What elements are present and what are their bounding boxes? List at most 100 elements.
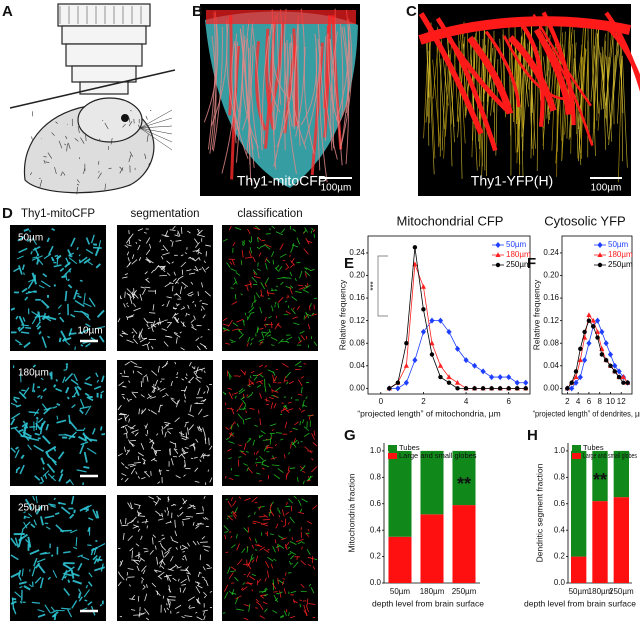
classified-segment	[226, 517, 229, 520]
cfp-signal	[94, 247, 100, 257]
fur-stroke	[68, 142, 71, 150]
classified-segment	[229, 225, 232, 231]
segment	[159, 239, 162, 243]
classified-segment	[250, 337, 254, 341]
data-point	[612, 362, 618, 369]
segment	[154, 569, 158, 573]
cfp-signal	[79, 409, 84, 415]
segment	[196, 228, 200, 232]
significance-mark: ***	[369, 281, 378, 290]
cfp-signal	[83, 293, 86, 305]
segment	[131, 550, 133, 559]
cfp-signal	[83, 451, 88, 463]
classified-segment	[222, 238, 228, 242]
y-tick-label: 0.20	[543, 271, 559, 280]
classified-segment	[278, 535, 285, 540]
segment	[187, 230, 191, 234]
classified-segment	[309, 414, 314, 417]
segment	[140, 408, 147, 415]
micrograph-tile	[10, 360, 106, 486]
cfp-signal	[40, 395, 43, 400]
segment	[133, 338, 138, 345]
classified-segment	[246, 571, 251, 578]
cfp-signal	[10, 426, 18, 430]
segment	[117, 404, 122, 411]
classified-segment	[275, 545, 281, 548]
segment	[133, 307, 141, 312]
classified-segment	[291, 296, 298, 301]
cfp-signal	[77, 554, 84, 558]
segment	[169, 520, 172, 523]
segment	[207, 328, 210, 331]
segment	[184, 446, 189, 449]
segment	[181, 435, 190, 439]
cfp-signal	[23, 341, 31, 349]
segment	[203, 578, 207, 582]
vessel	[327, 33, 340, 125]
segment	[203, 346, 208, 350]
classified-segment	[272, 390, 279, 393]
segment	[204, 290, 211, 297]
segment	[145, 617, 150, 621]
segment	[143, 232, 147, 234]
segment	[209, 445, 213, 451]
legend-marker	[597, 242, 603, 248]
classified-segment	[267, 549, 270, 551]
classified-segment	[293, 561, 299, 568]
classified-segment	[274, 301, 277, 305]
classified-segment	[268, 328, 271, 334]
segment	[130, 609, 136, 611]
classified-segment	[257, 578, 262, 583]
segment	[203, 591, 208, 597]
vessel	[231, 41, 249, 159]
segment	[187, 574, 190, 582]
classified-segment	[231, 259, 235, 266]
fur-stroke	[62, 172, 66, 176]
classified-segment	[246, 312, 252, 321]
classified-segment	[230, 287, 234, 289]
classified-segment	[235, 533, 238, 539]
classified-segment	[255, 225, 260, 230]
segment	[175, 337, 178, 344]
segment	[139, 293, 143, 301]
cfp-signal	[69, 478, 74, 486]
fur-stroke	[119, 167, 124, 174]
segment	[209, 477, 213, 483]
segment	[125, 518, 127, 524]
y-tick-label: 0.0	[554, 578, 566, 587]
classified-segment	[251, 573, 256, 577]
cfp-signal	[79, 279, 83, 282]
data-point	[403, 379, 409, 386]
segment	[154, 499, 160, 506]
segment	[144, 608, 150, 615]
y-tick-label: 0.0	[370, 578, 382, 587]
classified-segment	[236, 608, 244, 611]
classified-segment	[289, 467, 296, 469]
data-point	[403, 362, 409, 368]
dendrite	[458, 40, 463, 179]
cfp-signal	[63, 551, 71, 554]
cfp-signal	[69, 529, 78, 534]
classified-segment	[286, 336, 293, 341]
classified-segment	[251, 544, 255, 549]
vessel	[466, 35, 514, 115]
cfp-signal	[65, 479, 71, 484]
segment	[165, 392, 169, 397]
segment	[124, 477, 129, 483]
classified-segment	[291, 257, 295, 263]
classified-segment	[246, 342, 249, 347]
data-point	[616, 368, 622, 375]
classified-segment	[300, 583, 305, 589]
segment	[201, 302, 208, 305]
classified-segment	[235, 395, 237, 399]
classified-segment	[293, 599, 295, 604]
classified-segment	[233, 514, 237, 519]
cfp-signal	[85, 405, 92, 416]
classified-segment	[240, 396, 245, 401]
bar-segment	[452, 505, 476, 583]
classified-segment	[237, 328, 243, 335]
cfp-signal	[89, 438, 98, 442]
classified-segment	[295, 290, 302, 294]
classified-segment	[222, 327, 226, 331]
segment	[168, 596, 176, 598]
